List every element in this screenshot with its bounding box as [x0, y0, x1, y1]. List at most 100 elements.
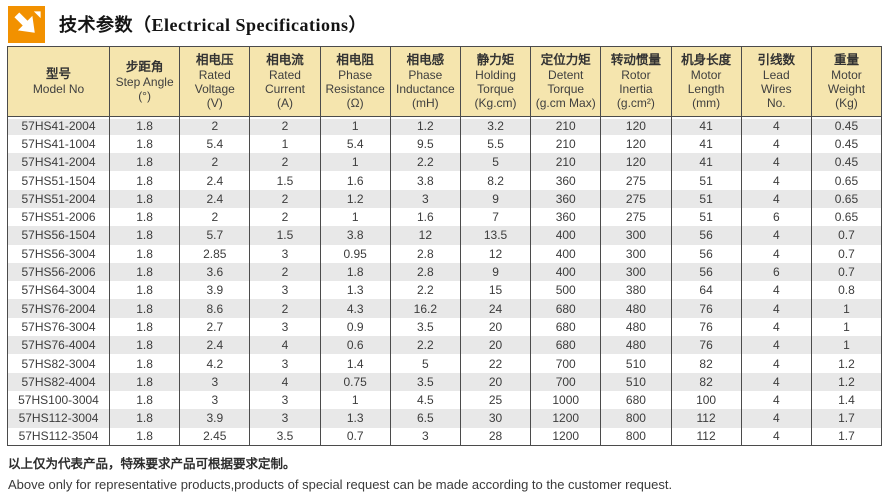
table-row: 57HS41-2004 1.8 2 2 1 1.2 3.2 210 120 41 4 0.45 [7, 116, 882, 135]
value-cell: 1.7 [810, 427, 882, 446]
value-cell: 2.45 [179, 427, 250, 446]
value-cell: 4 [740, 409, 812, 428]
value-cell: 56 [670, 262, 742, 282]
value-cell: 4.2 [179, 354, 250, 373]
value-cell: 1.8 [108, 427, 180, 446]
table-row: 57HS82-3004 1.8 4.2 3 1.4 5 22 700 510 82 4 1.2 [7, 354, 882, 373]
value-cell: 1 [319, 153, 391, 172]
value-cell: 0.45 [810, 153, 882, 172]
table-row: 57HS100-3004 1.8 3 3 1 4.5 25 1000 680 100 4 1.4 [7, 390, 882, 410]
value-cell: 2 [179, 207, 250, 227]
value-cell: 4.3 [319, 299, 391, 318]
column-header-unit: (Ω) [346, 95, 364, 110]
value-cell: 4 [740, 427, 812, 446]
value-cell: 3.8 [389, 171, 461, 190]
column-header-zh: 相电压 [196, 52, 234, 67]
value-cell: 4 [740, 317, 812, 337]
value-cell: 2.4 [179, 171, 250, 190]
value-cell: 0.95 [319, 244, 391, 263]
column-header: 静力矩 Holding Torque (Kg.cm) [459, 46, 531, 117]
column-header-unit: No. [766, 95, 786, 110]
value-cell: 380 [600, 281, 671, 300]
value-cell: 30 [459, 409, 531, 428]
value-cell: 1 [810, 317, 882, 337]
value-cell: 8.2 [459, 171, 531, 190]
value-cell: 2.2 [389, 336, 461, 355]
value-cell: 1.8 [108, 317, 180, 337]
value-cell: 64 [670, 281, 742, 300]
value-cell: 210 [530, 116, 601, 135]
value-cell: 4 [740, 390, 812, 410]
column-header-zh: 型号 [45, 67, 71, 82]
value-cell: 3 [249, 281, 321, 300]
value-cell: 1.4 [319, 354, 391, 373]
value-cell: 210 [530, 153, 601, 172]
value-cell: 8.6 [179, 299, 250, 318]
value-cell: 9.5 [389, 134, 461, 154]
value-cell: 0.65 [810, 207, 882, 227]
column-header-en: Phase Resistance [325, 67, 385, 96]
table-row: 57HS76-2004 1.8 8.6 2 4.3 16.2 24 680 480 76 4 1 [7, 299, 882, 318]
value-cell: 51 [670, 171, 742, 190]
value-cell: 360 [530, 189, 601, 208]
column-header-en: Detent Torque [547, 67, 585, 96]
table-row: 57HS56-3004 1.8 2.85 3 0.95 2.8 12 400 300 56 4 0.7 [7, 244, 882, 263]
value-cell: 1.2 [319, 189, 391, 208]
value-cell: 1.5 [249, 171, 321, 190]
value-cell: 41 [670, 116, 742, 135]
value-cell: 1.8 [319, 262, 391, 282]
value-cell: 1.8 [108, 372, 180, 391]
value-cell: 680 [600, 390, 671, 410]
column-header: 定位力矩 Detent Torque (g.cm Max) [530, 46, 601, 117]
value-cell: 0.7 [810, 226, 882, 245]
value-cell: 1.8 [108, 409, 180, 428]
column-header-unit: (A) [276, 95, 293, 110]
value-cell: 4 [740, 336, 812, 355]
table-row: 57HS56-2006 1.8 3.6 2 1.8 2.8 9 400 300 56 6 0.7 [7, 262, 882, 282]
value-cell: 2.4 [179, 336, 250, 355]
model-no-cell: 57HS82-3004 [7, 354, 110, 373]
value-cell: 0.65 [810, 189, 882, 208]
value-cell: 12 [389, 226, 461, 245]
value-cell: 3.2 [459, 116, 531, 135]
column-header-unit: (g.cm²) [616, 95, 655, 110]
value-cell: 400 [530, 262, 601, 282]
value-cell: 1.8 [108, 134, 180, 154]
value-cell: 82 [670, 354, 742, 373]
value-cell: 4 [740, 189, 812, 208]
model-no-cell: 57HS112-3504 [7, 427, 110, 446]
table-row: 57HS41-2004 1.8 2 2 1 2.2 5 210 120 41 4 0.45 [7, 153, 882, 172]
value-cell: 5.5 [459, 134, 531, 154]
page-title: 技术参数（Electrical Specifications） [59, 15, 367, 35]
value-cell: 3 [179, 390, 250, 410]
value-cell: 120 [600, 153, 671, 172]
value-cell: 2 [179, 116, 250, 135]
value-cell: 2 [179, 153, 250, 172]
model-no-cell: 57HS64-3004 [7, 281, 110, 300]
value-cell: 1.8 [108, 244, 180, 263]
table-row: 57HS56-1504 1.8 5.7 1.5 3.8 12 13.5 400 300 56 4 0.… [7, 226, 882, 245]
column-header-zh: 相电感 [406, 52, 445, 67]
value-cell: 3 [249, 354, 321, 373]
value-cell: 9 [459, 189, 531, 208]
value-cell: 5 [459, 153, 531, 172]
column-header-zh: 相电阻 [336, 52, 374, 67]
value-cell: 1.5 [249, 226, 321, 245]
title-bar: 技术参数（Electrical Specifications） [0, 0, 890, 46]
value-cell: 24 [459, 299, 531, 318]
value-cell: 480 [600, 336, 671, 355]
value-cell: 120 [600, 134, 671, 154]
table-row: 57HS76-3004 1.8 2.7 3 0.9 3.5 20 680 480 76 4 1 [7, 317, 882, 337]
value-cell: 0.45 [810, 116, 882, 135]
value-cell: 1.8 [108, 226, 180, 245]
model-no-cell: 57HS76-2004 [7, 299, 110, 318]
value-cell: 0.9 [319, 317, 391, 337]
value-cell: 1.7 [810, 409, 882, 428]
value-cell: 1.8 [108, 354, 180, 373]
table-row: 57HS51-2006 1.8 2 2 1 1.6 7 360 275 51 6 0.65 [7, 207, 882, 227]
column-header-en: Phase Inductance [395, 67, 455, 96]
column-header-zh: 引线数 [757, 52, 796, 67]
value-cell: 1.2 [810, 354, 882, 373]
column-header-en: Rotor Inertia [619, 67, 653, 96]
value-cell: 5.4 [179, 134, 250, 154]
